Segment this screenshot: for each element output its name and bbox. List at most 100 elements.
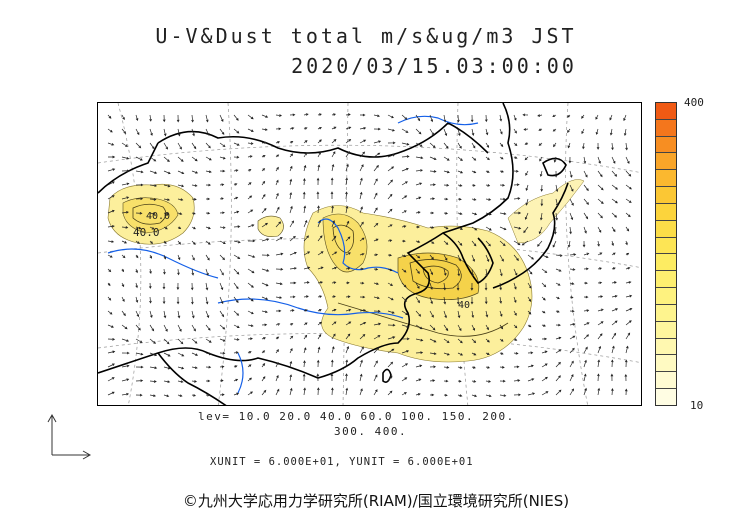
wind-vector	[163, 198, 171, 202]
dust-plumes	[107, 179, 585, 363]
wind-vector	[541, 254, 549, 259]
wind-vector	[457, 197, 462, 201]
wind-vector	[163, 380, 171, 384]
wind-vector	[303, 309, 308, 312]
wind-vector	[247, 268, 255, 274]
wind-vector	[219, 324, 226, 330]
wind-vector	[513, 128, 517, 134]
wind-vector	[107, 350, 116, 354]
wind-vector	[303, 334, 308, 340]
wind-vector	[429, 240, 435, 244]
wind-vector	[303, 205, 307, 214]
wind-vector	[331, 333, 336, 340]
wind-vector	[471, 156, 477, 161]
wind-vector	[539, 156, 543, 162]
wind-vector	[470, 297, 474, 305]
wind-vector	[219, 211, 225, 215]
wind-vector	[597, 295, 604, 298]
wind-vector	[457, 366, 463, 369]
wind-vector	[513, 296, 517, 303]
wind-vector	[317, 219, 321, 228]
wind-vector	[583, 252, 590, 256]
wind-vector	[373, 335, 381, 340]
wind-vector	[247, 224, 255, 228]
wind-vector	[555, 323, 561, 327]
wind-vector	[149, 380, 157, 383]
wind-vector	[625, 320, 632, 326]
wind-vector	[555, 212, 559, 221]
wind-vector	[595, 114, 599, 120]
wind-vector	[443, 226, 449, 230]
wind-vector	[316, 359, 320, 368]
wind-vector	[513, 197, 521, 200]
wind-vector	[513, 282, 517, 290]
wind-vector	[471, 352, 477, 356]
wind-vector	[583, 226, 587, 234]
wind-vector	[149, 170, 158, 174]
wind-vector	[247, 310, 254, 315]
wind-vector	[401, 310, 409, 316]
dust-plume-central	[257, 215, 284, 237]
wind-vector	[387, 224, 393, 228]
wind-vector	[583, 198, 589, 205]
wind-vector	[233, 196, 239, 200]
wind-vector	[331, 139, 337, 144]
wind-vector	[625, 266, 631, 270]
wind-vector	[429, 268, 434, 276]
wind-vector	[331, 308, 337, 312]
wind-vector	[107, 377, 115, 382]
wind-vector	[233, 378, 239, 382]
wind-vector	[569, 335, 576, 340]
wind-vector	[107, 128, 113, 133]
wind-vector	[457, 226, 463, 230]
wind-vector	[275, 361, 279, 368]
wind-vector	[485, 366, 490, 369]
wind-vector	[261, 376, 266, 382]
wind-vector	[163, 324, 168, 332]
wind-vector	[597, 321, 604, 326]
wind-vector	[471, 338, 477, 344]
wind-vector	[623, 128, 627, 137]
wind-vector	[275, 374, 279, 382]
wind-vector	[359, 359, 363, 368]
dust-plume-east	[507, 179, 585, 244]
wind-vector	[611, 226, 616, 233]
wind-vector	[569, 212, 574, 221]
wind-vector	[331, 235, 337, 242]
wind-vector	[457, 114, 460, 123]
wind-vector	[457, 128, 461, 137]
wind-vector	[521, 240, 529, 246]
wind-vector	[552, 114, 557, 118]
wind-vector	[443, 324, 449, 332]
wind-vector	[330, 191, 334, 199]
wind-vector	[583, 359, 587, 368]
wind-vector	[135, 211, 143, 215]
wind-vector	[149, 268, 152, 275]
wind-vector	[191, 310, 195, 319]
wind-vector	[569, 309, 575, 313]
wind-vector	[609, 114, 613, 121]
wind-vector	[537, 114, 543, 117]
wind-vector	[485, 226, 492, 231]
wind-vector	[499, 183, 506, 187]
wind-vector	[597, 226, 602, 233]
wind-vector	[499, 338, 504, 342]
wind-vector	[163, 338, 170, 345]
wind-vector	[176, 114, 180, 123]
wind-vector	[191, 128, 195, 137]
wind-vector	[345, 177, 349, 186]
colorbar-segment	[656, 288, 676, 305]
wind-vector	[303, 235, 309, 242]
wind-vector	[247, 169, 252, 172]
wind-vector	[149, 324, 155, 332]
wind-vector	[359, 252, 365, 256]
wind-vector	[107, 254, 113, 258]
wind-vector	[261, 310, 268, 314]
wind-vector	[359, 206, 363, 214]
wind-vector	[359, 139, 367, 144]
wind-vector	[233, 128, 240, 134]
wind-vector	[219, 183, 225, 187]
wind-vector	[625, 252, 630, 256]
wind-vector	[611, 267, 616, 270]
wind-vector	[121, 351, 130, 355]
